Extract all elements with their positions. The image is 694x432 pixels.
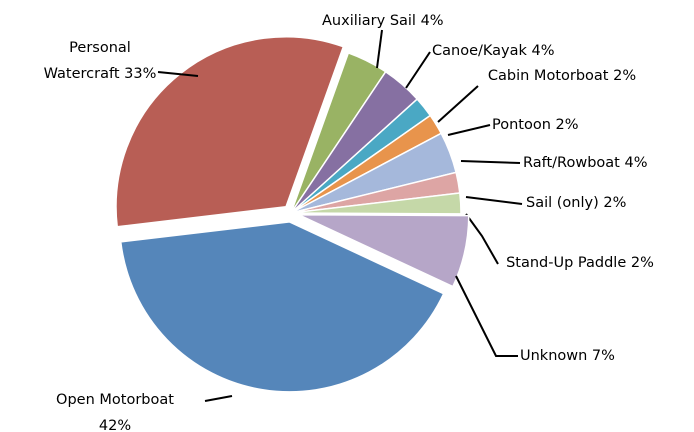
category-label: Stand-Up Paddle (506, 255, 627, 271)
category-label: Raft/Rowboat (523, 155, 620, 171)
value-label: 4% (624, 155, 648, 171)
slice-label: Open Motorboat 42% (40, 387, 190, 432)
leader-line (204, 395, 233, 402)
slice-label: Raft/Rowboat 4% (523, 150, 683, 176)
slice-label: Sail (only) 2% (526, 190, 676, 216)
slice-label: Unknown 7% (520, 343, 670, 369)
value-label: 2% (613, 68, 637, 84)
slice-label: Cabin Motorboat 2% (482, 63, 642, 89)
slice-label: Stand-Up Paddle 2% (500, 250, 660, 276)
value-label: 2% (630, 255, 654, 271)
category-label: Open Motorboat (56, 392, 174, 408)
category-label: Canoe/Kayak (432, 43, 527, 59)
category-label: Cabin Motorboat (487, 68, 609, 84)
leader-line (376, 29, 383, 69)
value-label: 4% (531, 43, 555, 59)
pie-slice (290, 192, 462, 215)
pie-slice (119, 221, 445, 393)
slice-label: Auxiliary Sail 4% (322, 8, 472, 34)
category-label: Personal Watercraft (43, 40, 131, 82)
leader-line (447, 124, 491, 136)
value-label: 4% (420, 13, 444, 29)
category-label: Pontoon (492, 117, 551, 133)
value-label: 33% (124, 66, 157, 82)
category-label: Unknown (520, 348, 588, 364)
pie-slice (298, 214, 470, 288)
value-label: 42% (98, 418, 132, 432)
leader-line (465, 196, 523, 205)
slice-label: Personal Watercraft 33% (30, 35, 170, 87)
category-label: Sail (only) (526, 195, 599, 211)
leader-line (465, 213, 499, 265)
value-label: 2% (555, 117, 579, 133)
leader-line (460, 160, 521, 164)
leader-line (455, 275, 518, 357)
leader-line (157, 71, 199, 77)
slice-label: Pontoon 2% (492, 112, 642, 138)
value-label: 7% (591, 348, 615, 364)
slice-label: Canoe/Kayak 4% (432, 38, 582, 64)
leader-line (405, 51, 431, 89)
leader-line (437, 85, 479, 123)
value-label: 2% (603, 195, 627, 211)
category-label: Auxiliary Sail (322, 13, 416, 29)
